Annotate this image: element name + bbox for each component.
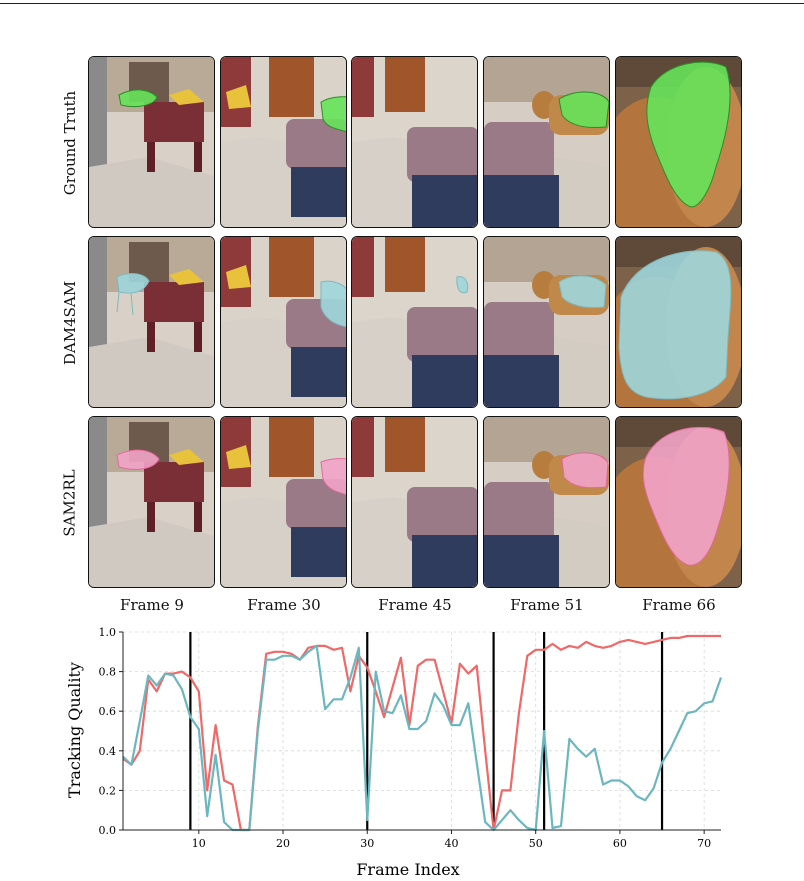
frame-image-dam4sam-3 [351,236,478,408]
frame-markers [189,632,664,830]
segmentation-mask [618,250,732,400]
x-axis-label: Frame Index [356,860,459,879]
frame-image-sam2rl-1 [88,416,215,588]
series-line-2 [122,644,723,832]
frame-image-dam4sam-1 [88,236,215,408]
frame-image-sam2rl-4 [483,416,610,588]
x-tick-label: 20 [276,837,290,850]
top-rule [0,3,804,4]
row-label-ground-truth: Ground Truth [61,90,79,196]
segmentation-mask [320,458,346,495]
chart-axes [122,632,721,831]
frame-image-ground-truth-2 [220,56,347,228]
x-tick-label: 50 [529,837,543,850]
frame-image-sam2rl-2 [220,416,347,588]
frame-image-sam2rl-3 [351,416,478,588]
x-tick-label: 10 [192,837,206,850]
segmentation-mask [561,452,609,489]
y-tick-label: 0.8 [99,666,117,679]
chart-series [122,634,723,832]
chart-ticks: 10 20 30 40 50 60 70 0.0 0.2 0.4 0.6 0.8 1.0 [99,626,712,850]
x-tick-label: 30 [360,837,374,850]
frame-image-dam4sam-4 [483,236,610,408]
series-line-1 [122,634,721,832]
frame-image-sam2rl-5 [615,416,742,588]
frame-image-ground-truth-5 [615,56,742,228]
segmentation-mask [320,96,346,133]
column-label-frame-30: Frame 30 [247,596,321,614]
y-tick-label: 1.0 [99,626,117,639]
row-label-dam4sam: DAM4SAM [61,280,80,366]
column-label-frame-9: Frame 9 [120,596,184,614]
x-tick-label: 60 [613,837,627,850]
y-tick-label: 0.6 [99,705,117,718]
frame-image-ground-truth-3 [351,56,478,228]
y-tick-label: 0.2 [99,784,117,797]
segmentation-mask [558,91,609,128]
segmentation-mask [116,449,160,470]
segmentation-mask [118,89,158,108]
column-label-frame-45: Frame 45 [378,596,452,614]
y-axis-label: Tracking Quality [65,662,84,798]
frame-image-dam4sam-5 [615,236,742,408]
row-label-sam2rl: SAM2RL [61,469,80,537]
column-label-frame-66: Frame 66 [642,596,716,614]
y-tick-label: 0.4 [99,745,117,758]
segmentation-mask [558,275,607,308]
segmentation-mask [116,273,150,316]
y-tick-label: 0.0 [99,824,117,837]
segmentation-mask [646,61,731,208]
frame-image-ground-truth-1 [88,56,215,228]
x-tick-label: 40 [444,837,458,850]
x-tick-label: 70 [697,837,711,850]
segmentation-mask [642,426,730,566]
frame-image-ground-truth-4 [483,56,610,228]
segmentation-mask [456,276,469,294]
tracking-quality-chart: 10 20 30 40 50 60 70 0.0 0.2 0.4 0.6 0.8 1.0 Frame I… [65,626,723,879]
segmentation-mask [320,280,346,328]
frame-image-dam4sam-2 [220,236,347,408]
column-label-frame-51: Frame 51 [510,596,584,614]
